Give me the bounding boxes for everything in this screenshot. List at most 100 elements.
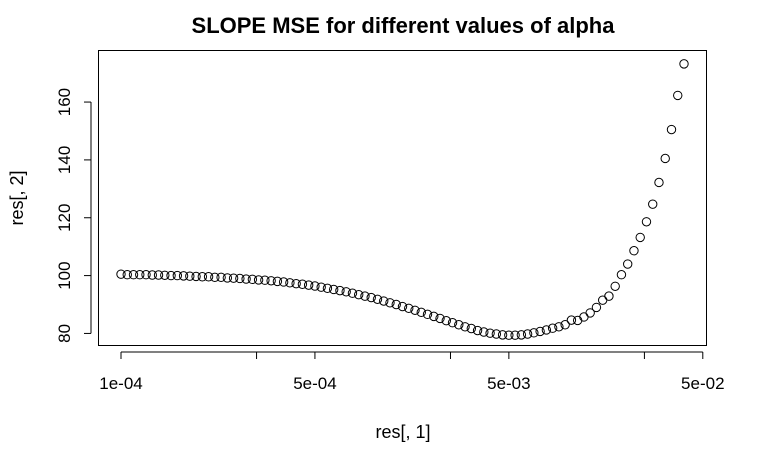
data-point <box>522 329 533 339</box>
data-point <box>116 269 126 279</box>
data-point <box>185 271 195 281</box>
y-axis-label: res[, 2] <box>7 170 27 225</box>
data-point <box>454 320 464 330</box>
data-point <box>660 153 670 164</box>
data-point <box>466 323 477 334</box>
data-point <box>203 272 214 282</box>
x-axis: 1e-04 5e-04 5e-03 5e-02 <box>99 351 725 393</box>
data-point <box>253 275 264 285</box>
data-point <box>310 281 320 291</box>
data-point <box>604 291 614 301</box>
data-point <box>260 275 270 285</box>
data-point <box>648 199 658 209</box>
data-point <box>635 232 645 243</box>
data-point <box>341 287 351 297</box>
data-point <box>623 259 633 269</box>
data-point <box>303 280 314 290</box>
data-point <box>597 295 608 305</box>
data-point <box>435 313 445 324</box>
y-tick-label: 80 <box>55 324 74 343</box>
data-point <box>191 271 201 282</box>
data-point <box>585 308 595 318</box>
data-point <box>491 329 502 339</box>
data-point <box>479 327 489 337</box>
data-point <box>579 312 589 322</box>
data-point <box>572 315 583 326</box>
data-point <box>278 277 289 287</box>
data-point <box>529 328 539 338</box>
data-point <box>135 270 145 280</box>
data-point <box>616 270 627 280</box>
data-point <box>516 330 527 340</box>
x-tick-label: 5e-02 <box>681 374 724 393</box>
data-point <box>429 311 439 322</box>
data-point <box>166 270 176 281</box>
data-point <box>347 288 358 298</box>
data-point <box>316 282 326 292</box>
data-point <box>297 279 308 289</box>
data-point <box>410 305 420 315</box>
data-point <box>441 316 451 326</box>
data-point <box>247 274 258 285</box>
data-point <box>379 296 389 306</box>
data-point <box>272 276 283 287</box>
data-point <box>497 330 508 340</box>
y-axis: 80 100 120 140 160 <box>55 88 92 343</box>
data-point <box>210 272 220 283</box>
data-point <box>328 284 339 295</box>
chart-title: SLOPE MSE for different values of alpha <box>192 13 616 38</box>
data-point <box>366 292 376 303</box>
data-point <box>566 315 577 325</box>
data-point <box>222 273 233 283</box>
data-point <box>629 246 639 256</box>
data-point <box>666 124 677 135</box>
data-point <box>547 323 558 333</box>
data-point <box>654 177 664 188</box>
data-point <box>397 301 408 312</box>
data-point <box>360 291 370 301</box>
data-point <box>266 276 276 286</box>
data-point <box>591 302 602 313</box>
data-point <box>178 271 189 281</box>
data-point <box>554 322 564 332</box>
data-point <box>147 270 157 280</box>
data-point <box>372 294 383 304</box>
data-point <box>241 274 251 284</box>
data-point <box>535 326 545 337</box>
data-point <box>391 299 401 310</box>
data-point <box>141 270 151 280</box>
data-point <box>447 318 458 328</box>
data-point <box>610 281 620 291</box>
data-point <box>322 283 333 294</box>
data-point <box>472 325 483 336</box>
data-point <box>160 270 170 280</box>
data-point <box>541 325 552 335</box>
data-point <box>504 330 514 340</box>
x-tick-label: 5e-04 <box>293 374 336 393</box>
data-point <box>128 270 139 280</box>
data-point <box>228 273 239 283</box>
data-point <box>291 278 301 289</box>
data-point <box>385 298 395 308</box>
data-point <box>285 278 295 288</box>
data-point <box>235 273 245 284</box>
y-tick-label: 160 <box>55 88 74 116</box>
data-point <box>335 285 345 296</box>
data-point <box>172 270 183 281</box>
data-point <box>404 303 414 313</box>
x-tick-label: 1e-04 <box>99 374 142 393</box>
x-tick-label: 5e-03 <box>487 374 530 393</box>
plot-frame <box>98 50 707 346</box>
data-point <box>153 270 164 280</box>
y-tick-label: 100 <box>55 261 74 289</box>
data-points <box>116 59 689 340</box>
y-tick-label: 140 <box>55 146 74 174</box>
y-tick-label: 120 <box>55 204 74 232</box>
x-axis-label: res[, 1] <box>375 422 430 442</box>
data-point <box>416 307 426 318</box>
data-point <box>122 270 132 280</box>
data-point <box>422 309 433 320</box>
data-point <box>354 289 364 300</box>
data-point <box>510 330 520 340</box>
